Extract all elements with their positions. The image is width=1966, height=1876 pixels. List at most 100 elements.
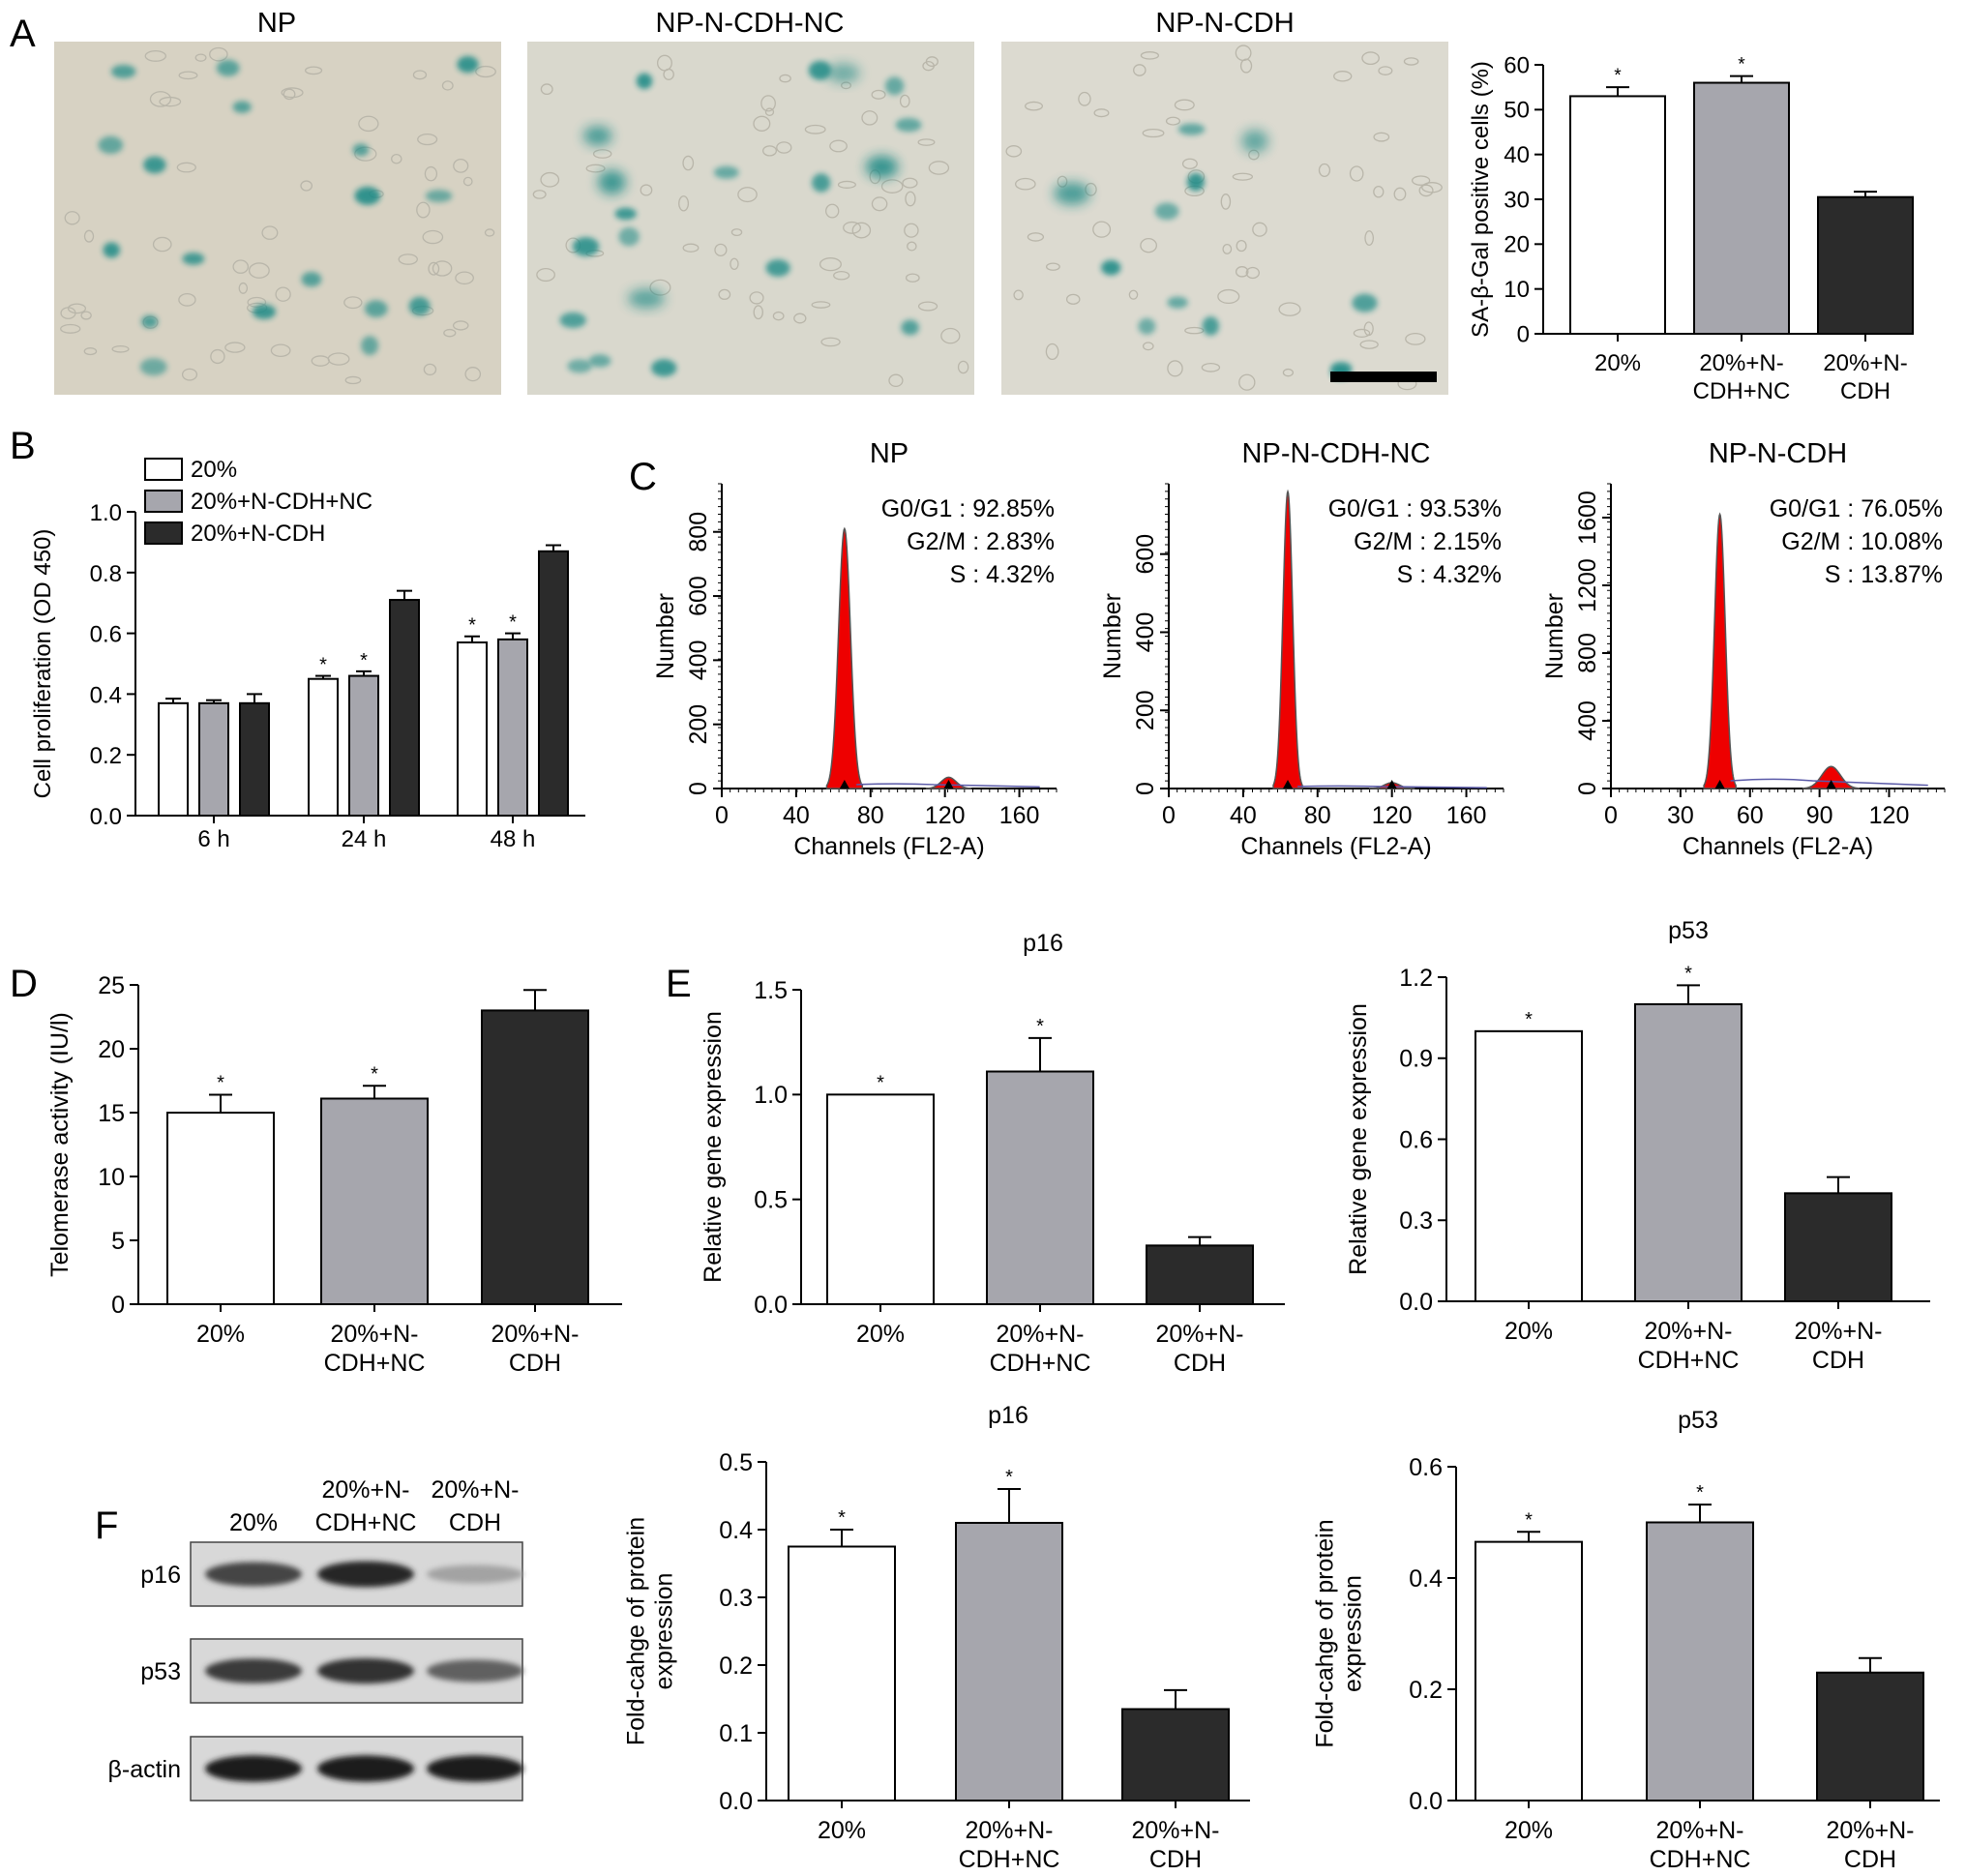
unstained-cell — [871, 196, 888, 212]
unstained-cell — [825, 203, 840, 219]
lane-label: 20%+N- — [321, 1476, 409, 1504]
x-tick-label: 40 — [783, 802, 810, 829]
stained-cell — [110, 64, 136, 78]
unstained-cell — [178, 292, 196, 307]
unstained-cell — [730, 257, 739, 271]
unstained-cell — [194, 53, 207, 62]
unstained-cell — [1142, 342, 1154, 351]
x-tick-label: 20% — [856, 1321, 905, 1348]
y-tick-label: 600 — [685, 576, 712, 616]
stained-cell — [352, 143, 370, 157]
unstained-cell — [1282, 368, 1295, 377]
x-axis-label: Channels (FL2-A) — [793, 833, 984, 860]
unstained-cell — [358, 115, 379, 133]
x-tick-label: 20%+N- — [1155, 1321, 1243, 1348]
unstained-cell — [1278, 302, 1301, 316]
unstained-cell — [585, 164, 606, 173]
bar — [457, 641, 488, 818]
bar — [497, 638, 528, 817]
y-axis-label: expression — [1340, 1575, 1367, 1692]
unstained-cell — [917, 301, 938, 312]
x-tick-label: 80 — [1304, 802, 1331, 829]
stained-cell — [588, 354, 611, 368]
significance-marker: * — [217, 1073, 224, 1094]
bar — [1784, 1192, 1892, 1303]
unstained-cell — [851, 222, 872, 239]
y-tick-label: 0.8 — [90, 561, 122, 587]
legend-label: 20% — [191, 457, 237, 483]
chart-p16-gene-expression: p16 0.0 0.5 1.0 1.5 Relative gene expression *… — [700, 930, 1285, 1377]
y-axis-label: Cell proliferation (OD 450) — [30, 529, 56, 799]
unstained-cell — [452, 320, 469, 331]
significance-marker: * — [838, 1507, 846, 1529]
protein-band — [317, 1755, 414, 1782]
y-tick-label: 0.5 — [719, 1449, 753, 1476]
legend-label: 20%+N-CDH — [191, 521, 325, 547]
unstained-cell — [1220, 194, 1232, 210]
unstained-cell — [475, 65, 496, 78]
stained-cell — [826, 63, 860, 83]
micrograph-title-np-n-cdh-nc: NP-N-CDH-NC — [656, 8, 845, 39]
unstained-cell — [714, 243, 728, 256]
micrograph-np-n-cdh-nc-image — [527, 42, 974, 395]
x-tick-label: CDH — [1174, 1350, 1226, 1377]
unstained-cell — [1353, 328, 1371, 339]
stained-cell — [812, 173, 831, 193]
chart-p53-protein-expression: p53 0.0 0.2 0.4 0.6 Fold-cahge of protein expr… — [1312, 1407, 1940, 1873]
protein-band — [317, 1657, 414, 1684]
y-tick-label: 400 — [685, 640, 712, 681]
unstained-cell — [1236, 239, 1247, 253]
unstained-cell — [176, 162, 196, 173]
unstained-cell — [1373, 186, 1385, 198]
unstained-cell — [1238, 373, 1256, 391]
significance-marker: * — [360, 650, 368, 671]
unstained-cell — [1245, 266, 1260, 280]
y-tick-label: 30 — [1504, 187, 1530, 213]
unstained-cell — [1405, 332, 1426, 345]
y-axis-label: expression — [651, 1573, 678, 1690]
significance-marker: * — [1684, 963, 1692, 984]
bar — [1146, 1244, 1254, 1306]
unstained-cell — [83, 229, 95, 243]
y-tick-label: 1.5 — [754, 977, 788, 1004]
significance-marker: * — [371, 1063, 378, 1085]
peak-marker — [1386, 780, 1397, 789]
unstained-cell — [829, 139, 848, 153]
bar — [1474, 1540, 1583, 1802]
micrograph-np-n-cdh-image — [1001, 42, 1448, 395]
unstained-cell — [417, 133, 438, 146]
unstained-cell — [536, 267, 555, 283]
unstained-cell — [305, 66, 323, 75]
legend-swatch — [144, 521, 183, 545]
y-axis-label: Telomerase activity (IU/l) — [46, 1012, 74, 1277]
unstained-cell — [248, 262, 270, 279]
x-tick-label: 80 — [857, 802, 884, 829]
unstained-cell — [1128, 289, 1139, 300]
stained-cell — [1352, 293, 1378, 313]
x-tick-label: CDH — [509, 1350, 561, 1377]
x-tick-label: 20%+N- — [996, 1321, 1084, 1348]
unstained-cell — [682, 155, 695, 171]
x-tick-label: 40 — [1230, 802, 1257, 829]
peak-marker — [1283, 780, 1294, 789]
stained-cell — [865, 155, 899, 179]
stained-cell — [1167, 296, 1188, 309]
chart-cell-proliferation: 0.0 0.2 0.4 0.6 0.8 1.0 Cell proliferation (OD… — [30, 457, 585, 852]
unstained-cell — [753, 115, 771, 132]
unstained-cell — [152, 236, 172, 253]
unstained-cell — [1364, 230, 1375, 247]
stained-cell — [408, 296, 431, 316]
unstained-cell — [905, 273, 920, 283]
significance-marker: * — [1738, 55, 1745, 75]
unstained-cell — [1174, 99, 1195, 111]
unstained-cell — [144, 50, 167, 62]
y-tick-label: 800 — [685, 512, 712, 552]
unstained-cell — [327, 352, 350, 366]
micrograph-np-n-cdh: NP-N-CDH — [1001, 8, 1448, 395]
stained-cells — [532, 54, 969, 388]
unstained-cell — [940, 327, 961, 344]
x-tick-label: 20% — [1504, 1817, 1553, 1844]
x-tick-label: 0 — [1162, 802, 1176, 829]
unstained-cell — [922, 60, 935, 72]
